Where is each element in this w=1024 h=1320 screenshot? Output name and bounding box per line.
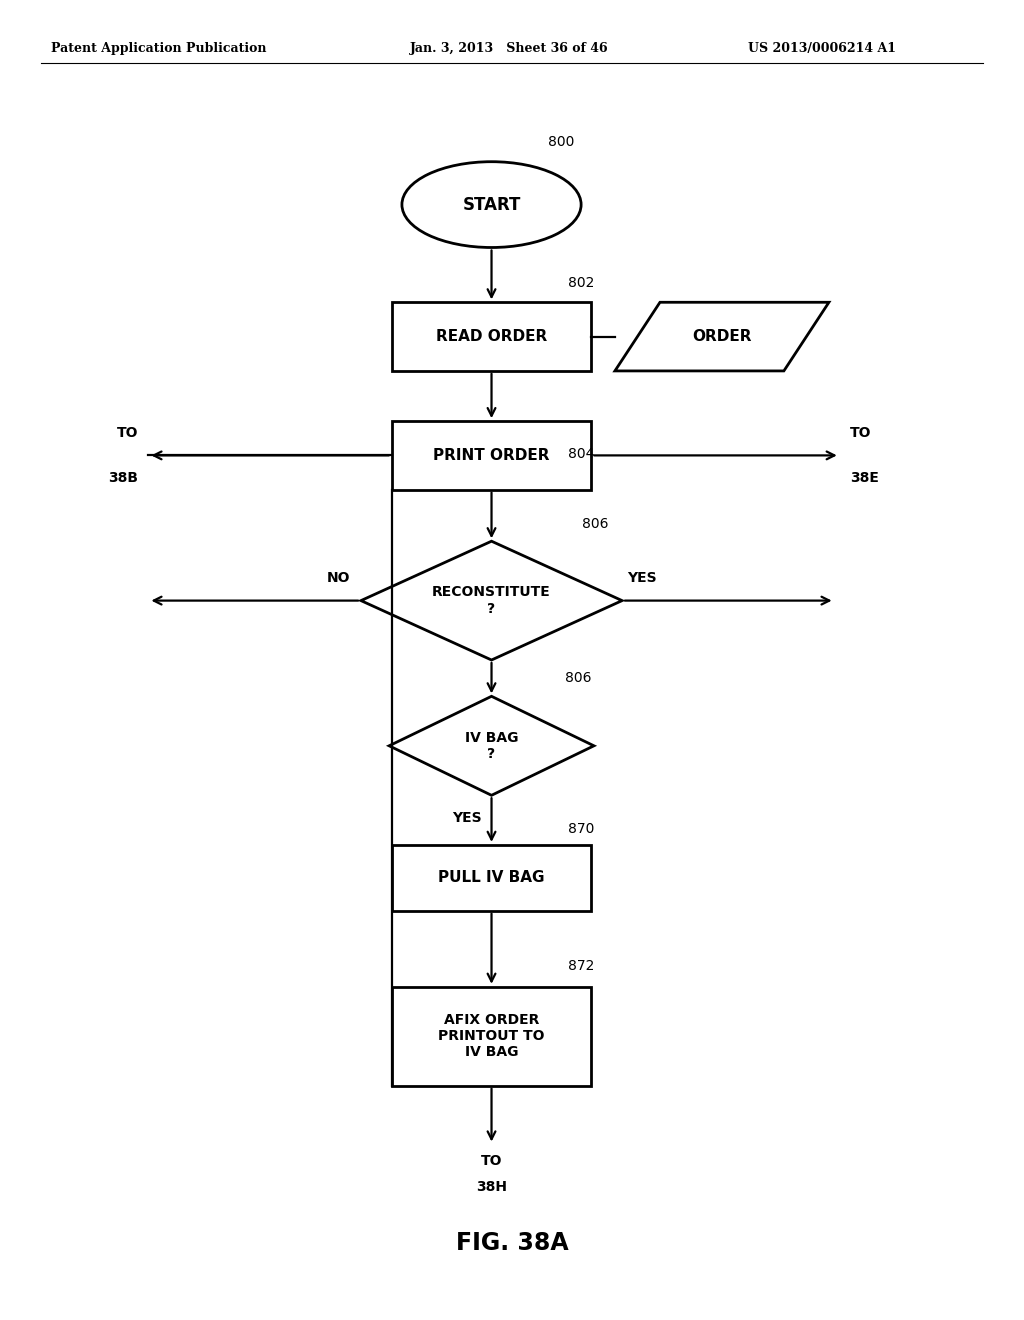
Text: 806: 806: [582, 516, 608, 531]
Text: 38H: 38H: [476, 1180, 507, 1195]
Text: 872: 872: [568, 958, 595, 973]
Text: 38E: 38E: [850, 471, 879, 486]
Text: 870: 870: [568, 821, 595, 836]
Polygon shape: [360, 541, 622, 660]
Text: YES: YES: [452, 810, 481, 825]
Text: START: START: [462, 195, 521, 214]
Text: YES: YES: [627, 570, 656, 585]
Text: TO: TO: [117, 425, 138, 440]
Text: FIG. 38A: FIG. 38A: [456, 1232, 568, 1255]
Text: TO: TO: [850, 425, 871, 440]
Text: 38B: 38B: [109, 471, 138, 486]
Text: TO: TO: [481, 1154, 502, 1168]
Text: 800: 800: [548, 135, 574, 149]
Bar: [391, 302, 591, 371]
Text: ORDER: ORDER: [692, 329, 752, 345]
Text: 802: 802: [568, 276, 595, 290]
Text: 806: 806: [565, 671, 592, 685]
Text: IV BAG
?: IV BAG ?: [465, 731, 518, 760]
Text: AFIX ORDER
PRINTOUT TO
IV BAG: AFIX ORDER PRINTOUT TO IV BAG: [438, 1012, 545, 1060]
Text: Patent Application Publication: Patent Application Publication: [51, 42, 266, 55]
Text: PRINT ORDER: PRINT ORDER: [433, 447, 550, 463]
Text: Jan. 3, 2013   Sheet 36 of 46: Jan. 3, 2013 Sheet 36 of 46: [410, 42, 608, 55]
Text: US 2013/0006214 A1: US 2013/0006214 A1: [748, 42, 896, 55]
Text: 804: 804: [568, 446, 595, 461]
Bar: [391, 421, 591, 490]
Text: NO: NO: [328, 570, 350, 585]
Bar: [391, 845, 591, 911]
Text: RECONSTITUTE
?: RECONSTITUTE ?: [432, 586, 551, 615]
Polygon shape: [614, 302, 829, 371]
Text: PULL IV BAG: PULL IV BAG: [438, 870, 545, 886]
Text: READ ORDER: READ ORDER: [436, 329, 547, 345]
Polygon shape: [389, 697, 594, 795]
Ellipse shape: [401, 162, 582, 248]
Bar: [391, 987, 591, 1085]
